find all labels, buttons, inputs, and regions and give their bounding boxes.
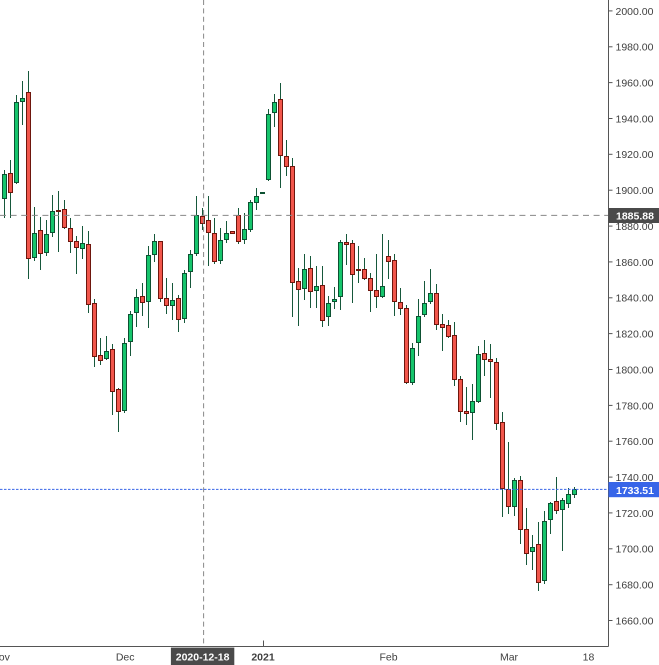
svg-text:1680.00: 1680.00 — [616, 580, 654, 592]
svg-text:1920.00: 1920.00 — [616, 149, 654, 161]
svg-text:Nov: Nov — [0, 652, 11, 664]
svg-text:1740.00: 1740.00 — [616, 472, 654, 484]
svg-text:18: 18 — [583, 652, 595, 664]
svg-text:1885.88: 1885.88 — [616, 210, 654, 222]
svg-text:1900.00: 1900.00 — [616, 185, 654, 197]
svg-text:1700.00: 1700.00 — [616, 544, 654, 556]
svg-text:1800.00: 1800.00 — [616, 364, 654, 376]
svg-text:1880.00: 1880.00 — [616, 221, 654, 233]
svg-text:2020-12-18: 2020-12-18 — [176, 652, 230, 664]
svg-text:1860.00: 1860.00 — [616, 257, 654, 269]
svg-text:1760.00: 1760.00 — [616, 436, 654, 448]
svg-text:1820.00: 1820.00 — [616, 329, 654, 341]
svg-text:Mar: Mar — [500, 652, 519, 664]
svg-text:Dec: Dec — [116, 652, 135, 664]
svg-text:1660.00: 1660.00 — [616, 615, 654, 627]
svg-text:1980.00: 1980.00 — [616, 42, 654, 54]
svg-text:2021: 2021 — [251, 652, 275, 664]
svg-text:1780.00: 1780.00 — [616, 400, 654, 412]
svg-text:Feb: Feb — [379, 652, 397, 664]
svg-text:1733.51: 1733.51 — [616, 485, 654, 497]
svg-text:1720.00: 1720.00 — [616, 508, 654, 520]
svg-text:1940.00: 1940.00 — [616, 113, 654, 125]
svg-text:1840.00: 1840.00 — [616, 293, 654, 305]
svg-text:2000.00: 2000.00 — [616, 6, 654, 18]
svg-text:1960.00: 1960.00 — [616, 78, 654, 90]
